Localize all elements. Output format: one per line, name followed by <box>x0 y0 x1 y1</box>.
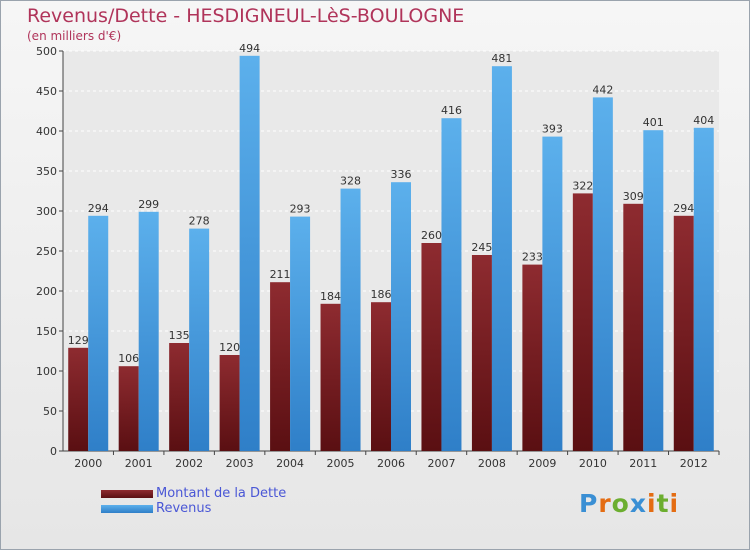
y-tick-label-450: 450 <box>36 85 57 98</box>
data-labels: 129 294 106 299 135 278 120 494 211 293 184 328 186 3… <box>68 42 715 365</box>
x-tick-label-2011: 2011 <box>629 457 657 470</box>
chart-subtitle: (en milliers d'€) <box>27 29 122 43</box>
bar-dette-2007 <box>421 243 442 451</box>
bar-revenus-2011 <box>643 130 664 451</box>
y-tick-label-200: 200 <box>36 285 57 298</box>
x-tick-label-2010: 2010 <box>579 457 607 470</box>
bar-revenus-2012 <box>693 127 714 452</box>
label-revenus-2012: 404 <box>693 114 714 127</box>
bar-dette-2004 <box>270 282 291 451</box>
label-dette-2001: 106 <box>118 352 139 365</box>
y-tick-label-400: 400 <box>36 125 57 138</box>
bar-dette-2012 <box>673 215 694 451</box>
bar-revenus-2008 <box>491 66 512 451</box>
legend-label-revenus: Revenus <box>156 501 212 516</box>
label-revenus-2004: 293 <box>290 203 311 216</box>
legend-swatch-revenus <box>101 505 153 513</box>
bar-dette-2009 <box>522 264 543 451</box>
bar-dette-2003 <box>219 355 240 451</box>
x-tick-label-2009: 2009 <box>528 457 556 470</box>
bar-dette-2001 <box>118 366 139 451</box>
bar-dette-2000 <box>68 347 89 451</box>
bar-revenus-2005 <box>340 188 361 451</box>
x-tick-label-2005: 2005 <box>327 457 355 470</box>
label-dette-2006: 186 <box>371 288 392 301</box>
label-dette-2007: 260 <box>421 229 442 242</box>
y-tick-label-150: 150 <box>36 325 57 338</box>
x-tick-label-2003: 2003 <box>226 457 254 470</box>
label-dette-2002: 135 <box>169 329 190 342</box>
label-revenus-2003: 494 <box>239 42 260 55</box>
label-dette-2003: 120 <box>219 341 240 354</box>
bar-revenus-2002 <box>189 228 210 451</box>
bar-dette-2010 <box>572 193 593 451</box>
bar-dette-2008 <box>471 255 492 451</box>
axes: 0 50 100 150 200 250 300 350 400 450 500 2000 2001 20… <box>36 45 720 470</box>
label-dette-2009: 233 <box>522 251 543 264</box>
legend-swatch-debt <box>101 490 153 498</box>
x-tick-label-2004: 2004 <box>276 457 304 470</box>
label-dette-2000: 129 <box>68 334 89 347</box>
proxiti-logo: Proxiti <box>579 489 680 518</box>
x-tick-label-2006: 2006 <box>377 457 405 470</box>
x-tick-label-2007: 2007 <box>427 457 455 470</box>
label-revenus-2010: 442 <box>592 83 613 96</box>
bar-revenus-2000 <box>88 215 109 451</box>
x-tick-label-2008: 2008 <box>478 457 506 470</box>
bars <box>68 55 714 452</box>
label-revenus-2011: 401 <box>643 116 664 129</box>
bar-dette-2002 <box>169 343 190 451</box>
bar-revenus-2009 <box>542 136 563 451</box>
label-revenus-2008: 481 <box>491 52 512 65</box>
legend-label-debt: Montant de la Dette <box>156 486 287 501</box>
label-dette-2004: 211 <box>270 268 291 281</box>
label-revenus-2005: 328 <box>340 175 361 188</box>
y-tick-label-250: 250 <box>36 245 57 258</box>
y-tick-label-0: 0 <box>50 445 57 458</box>
label-dette-2012: 294 <box>673 202 694 215</box>
y-tick-label-50: 50 <box>43 405 57 418</box>
x-tick-label-2001: 2001 <box>125 457 153 470</box>
chart-title: Revenus/Dette - HESDIGNEUL-LèS-BOULOGNE <box>27 5 465 27</box>
x-tick-label-2000: 2000 <box>74 457 102 470</box>
label-revenus-2001: 299 <box>138 198 159 211</box>
bar-dette-2011 <box>623 203 644 451</box>
label-revenus-2007: 416 <box>441 104 462 117</box>
label-dette-2010: 322 <box>572 179 593 192</box>
label-revenus-2006: 336 <box>391 168 412 181</box>
label-revenus-2009: 393 <box>542 123 563 136</box>
x-tick-label-2002: 2002 <box>175 457 203 470</box>
label-dette-2011: 309 <box>623 190 644 203</box>
bar-revenus-2010 <box>592 97 613 452</box>
y-tick-label-300: 300 <box>36 205 57 218</box>
label-dette-2005: 184 <box>320 290 341 303</box>
bar-dette-2006 <box>371 302 391 451</box>
bar-revenus-2004 <box>290 216 311 451</box>
y-tick-label-350: 350 <box>36 165 57 178</box>
bar-revenus-2001 <box>138 211 159 451</box>
label-revenus-2002: 278 <box>189 215 210 228</box>
bar-dette-2005 <box>320 303 341 451</box>
y-tick-label-100: 100 <box>36 365 57 378</box>
bar-revenus-2003 <box>239 55 260 452</box>
x-tick-label-2012: 2012 <box>680 457 708 470</box>
bar-revenus-2007 <box>441 118 462 451</box>
label-dette-2008: 245 <box>471 241 492 254</box>
bar-revenus-2006 <box>391 182 411 451</box>
y-tick-label-500: 500 <box>36 45 57 58</box>
label-revenus-2000: 294 <box>88 202 109 215</box>
